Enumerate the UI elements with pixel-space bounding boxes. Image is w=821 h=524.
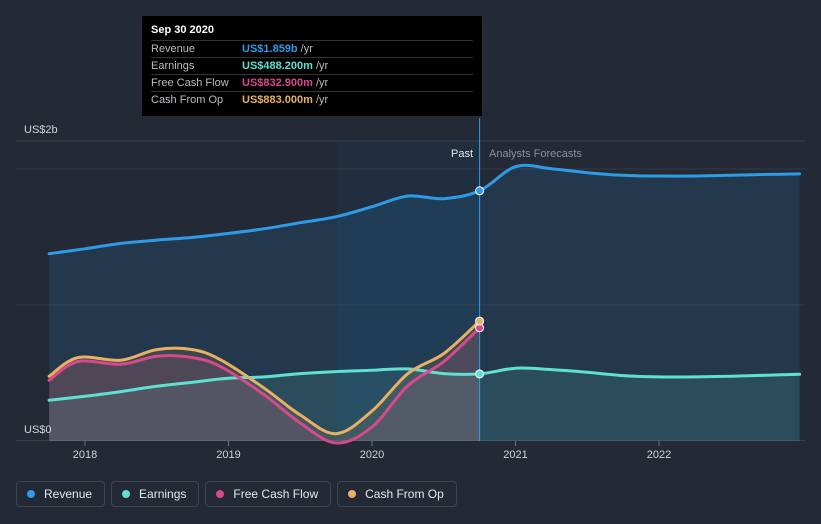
series-area-revenue [49,165,800,441]
tooltip-row-label: Earnings [151,60,195,72]
tooltip-row: Revenue US$1.859b /yr [151,41,473,58]
tooltip-row-value: US$1.859b [242,43,298,55]
tooltip-date: Sep 30 2020 [151,24,473,41]
series-point-revenue [475,186,485,196]
x-tick-label: 2020 [360,449,384,461]
tooltip-row-value: US$883.000m [242,94,313,106]
legend-label: Free Cash Flow [233,487,319,501]
legend-item-revenue[interactable]: Revenue [16,481,106,507]
legend-item-cash-from-op[interactable]: Cash From Op [337,481,457,507]
series-line-earnings [47,366,802,402]
tooltip-row-unit: /yr [315,77,329,89]
tooltip-row-value: US$832.900m [242,77,313,89]
past-label: Past [451,148,473,160]
legend-dot-icon [216,490,225,498]
y-axis-label-top: US$2b [24,124,58,136]
x-tick-label: 2021 [503,449,527,461]
tooltip-row-label: Cash From Op [151,94,224,106]
tooltip-row-label: Revenue [151,43,196,55]
tooltip-row-label: Free Cash Flow [151,77,229,89]
series-point-cash-from-op [475,316,485,326]
past-highlight [337,141,481,441]
series-endpoint-dots [475,186,485,379]
x-tick-label: 2022 [647,449,671,461]
y-axis-label-bottom: US$0 [24,424,52,436]
legend-item-earnings[interactable]: Earnings [111,481,200,507]
legend: Revenue Earnings Free Cash Flow Cash Fro… [16,481,457,507]
x-axis-ticks: 2018 2019 2020 2021 2022 [73,441,671,461]
tooltip-row-unit: /yr [315,60,329,72]
x-tick-label: 2019 [216,449,240,461]
legend-item-free-cash-flow[interactable]: Free Cash Flow [205,481,332,507]
tooltip-row-value: US$488.200m [242,60,313,72]
series-point-earnings [475,369,485,379]
series-line-cash-from-op [47,319,482,436]
plot-baseline [16,440,805,441]
legend-label: Cash From Op [365,487,444,501]
series-areas [49,165,800,444]
series-line-free-cash-flow [47,326,482,445]
legend-label: Revenue [44,487,93,501]
series-area-earnings [49,368,800,441]
tooltip-row: Cash From Op US$883.000m /yr [151,92,473,108]
legend-dot-icon [27,490,35,498]
tooltip-row: Free Cash Flow US$832.900m /yr [151,75,473,92]
tooltip-row-unit: /yr [315,94,329,106]
x-tick-label: 2018 [73,449,97,461]
legend-dot-icon [122,490,131,498]
forecast-label: Analysts Forecasts [489,148,582,160]
series-lines [47,163,802,445]
legend-label: Earnings [139,487,187,501]
tooltip-row: Earnings US$488.200m /yr [151,58,473,75]
tooltip: Sep 30 2020 Revenue US$1.859b /yr Earnin… [142,16,482,116]
tooltip-row-unit: /yr [300,43,313,55]
legend-dot-icon [348,490,357,498]
divider-line [479,118,481,441]
series-line-revenue [47,163,802,256]
